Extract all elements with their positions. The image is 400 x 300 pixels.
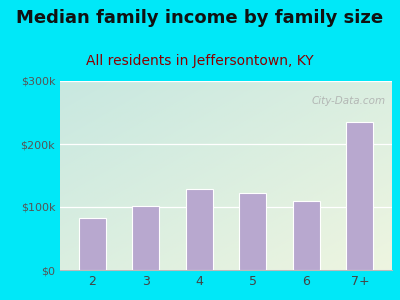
- Text: All residents in Jeffersontown, KY: All residents in Jeffersontown, KY: [86, 54, 314, 68]
- Bar: [186, 189, 213, 270]
- Text: Median family income by family size: Median family income by family size: [16, 9, 384, 27]
- Bar: [132, 206, 159, 270]
- Bar: [239, 193, 266, 270]
- Bar: [79, 218, 106, 270]
- Text: City-Data.com: City-Data.com: [311, 96, 385, 106]
- Bar: [346, 122, 373, 270]
- Bar: [293, 201, 320, 270]
